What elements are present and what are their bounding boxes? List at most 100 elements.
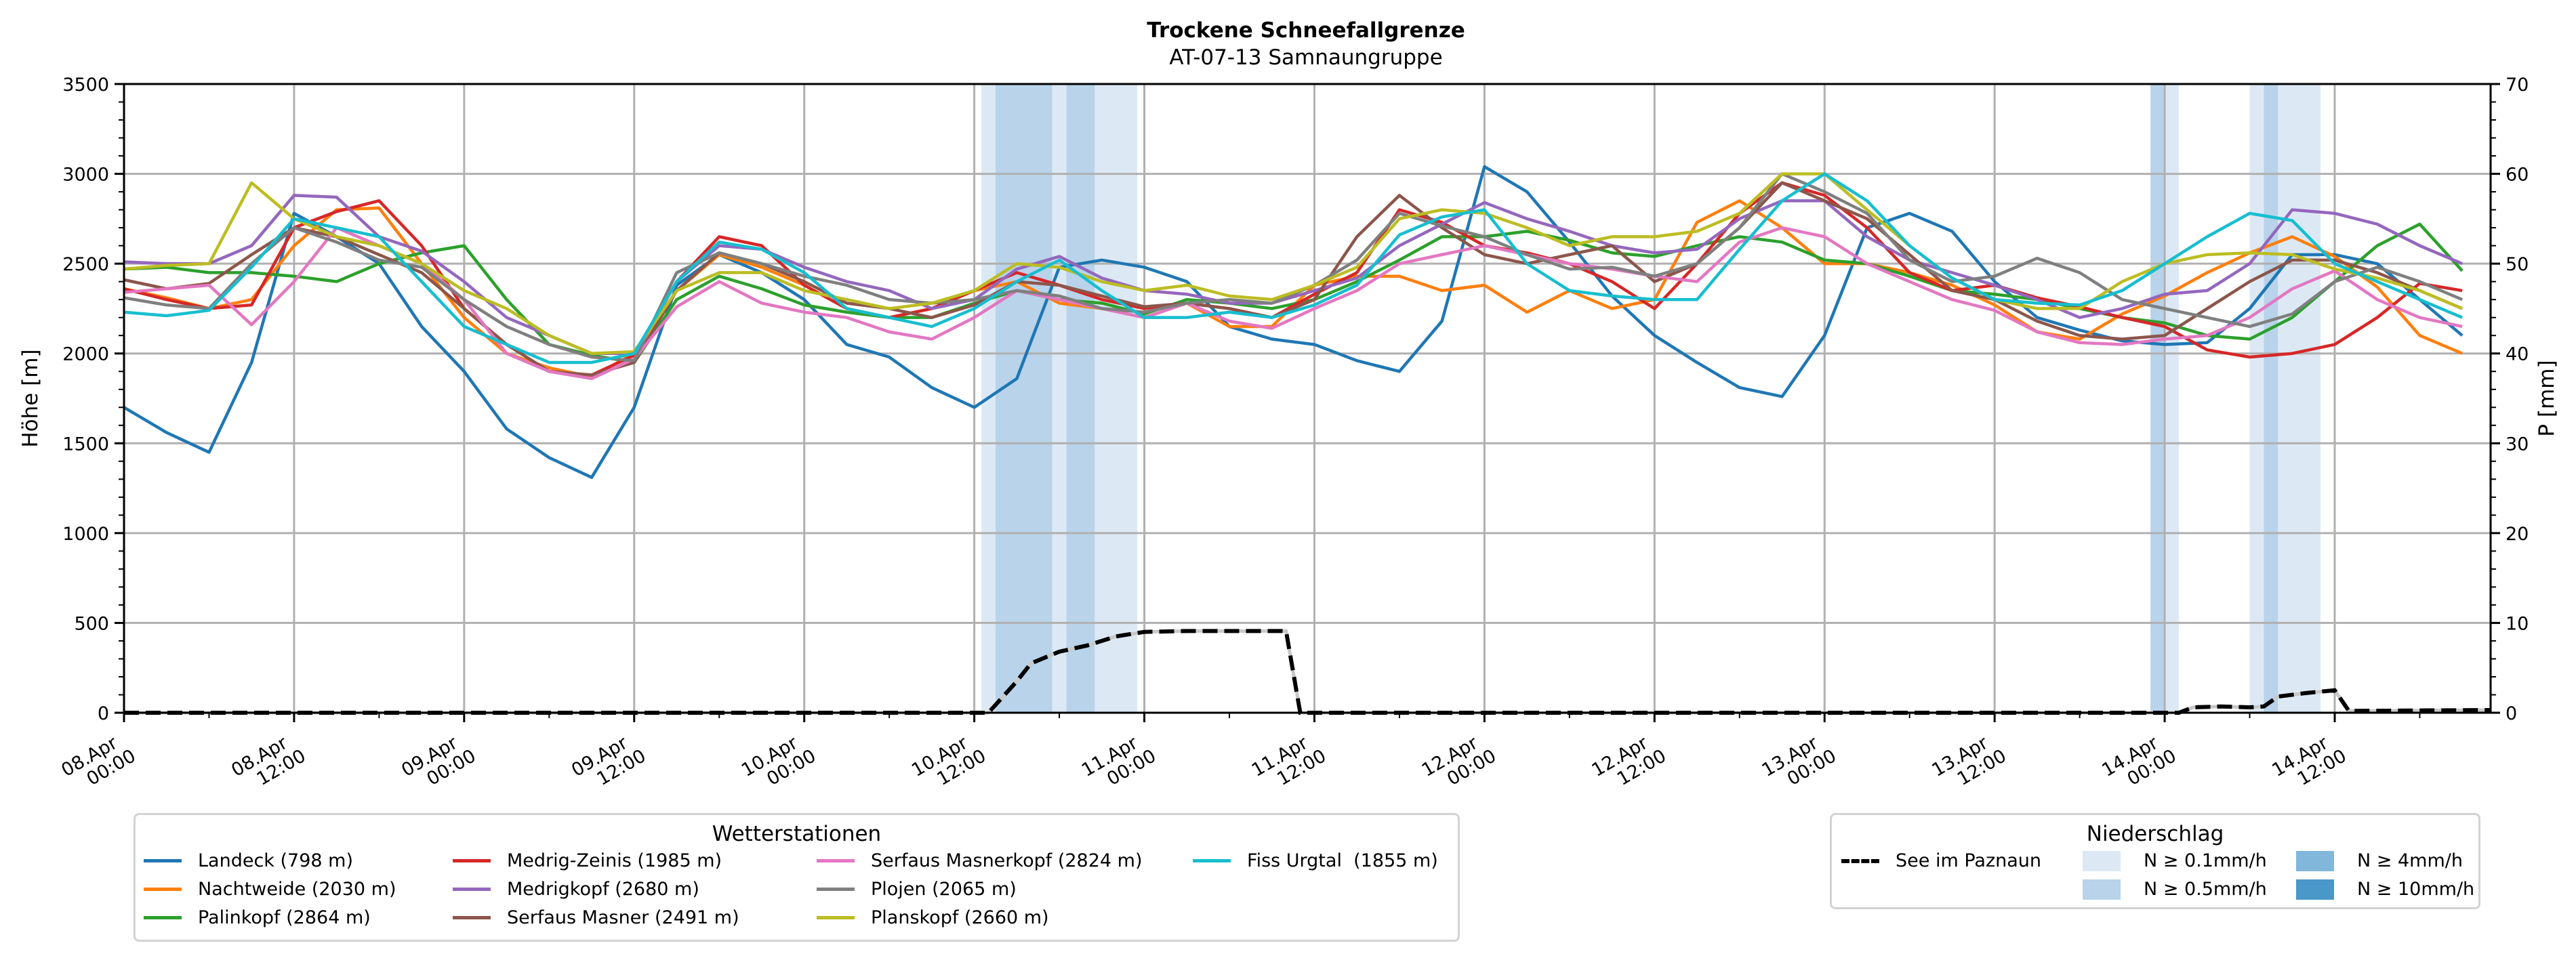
series-line-9 xyxy=(123,172,2463,365)
y-tick-label: 3000 xyxy=(62,165,109,186)
legend-label: N ≥ 4mm/h xyxy=(2357,850,2463,871)
legend-item-precip-class: N ≥ 0.1mm/h xyxy=(2083,850,2267,871)
chart-title: Trockene Schneefallgrenze xyxy=(1147,18,1465,43)
chart-subtitle: AT-07-13 Samnaungruppe xyxy=(1169,45,1442,70)
line-swatch xyxy=(817,859,855,862)
y-tick-label: 2500 xyxy=(62,254,109,275)
series-line-3 xyxy=(123,181,2463,377)
precip-legend-title: Niederschlag xyxy=(2086,822,2224,846)
legend-label: Landeck (798 m) xyxy=(198,850,353,871)
legend-item-station: Planskopf (2660 m) xyxy=(817,907,1049,928)
y-right-tick-label: 0 xyxy=(2506,703,2517,724)
y-tick-label: 1000 xyxy=(62,524,109,545)
legend-item-precip-class: N ≥ 0.5mm/h xyxy=(2083,879,2267,900)
legend-item-station: Plojen (2065 m) xyxy=(817,879,1017,900)
series-line-4 xyxy=(123,194,2463,355)
y-right-tick-label: 70 xyxy=(2506,75,2529,96)
dashed-line-swatch xyxy=(1841,858,1879,863)
legend-label: N ≥ 0.1mm/h xyxy=(2144,850,2267,871)
precip-band xyxy=(1066,84,1095,713)
legend-item-station: Medrig-Zeinis (1985 m) xyxy=(453,850,722,871)
stations-legend: Wetterstationen Landeck (798 m) Nachtweid… xyxy=(134,813,1460,942)
y-axis-label: Höhe [m] xyxy=(18,349,43,447)
legend-label: Fiss Urgtal (1855 m) xyxy=(1247,850,1438,871)
stations-legend-title: Wetterstationen xyxy=(712,822,882,846)
series-line-7 xyxy=(123,172,2463,362)
legend-item-station: Landeck (798 m) xyxy=(144,850,353,871)
y-right-tick-label: 30 xyxy=(2506,434,2529,455)
color-swatch xyxy=(2296,879,2334,900)
legend-item-station: Serfaus Masner (2491 m) xyxy=(453,907,739,928)
y-right-tick-label: 20 xyxy=(2506,524,2529,545)
legend-label: N ≥ 0.5mm/h xyxy=(2144,879,2267,900)
color-swatch xyxy=(2296,850,2334,871)
legend-item-see-im-paznaun: See im Paznaun xyxy=(1841,850,2041,871)
legend-label: Medrig-Zeinis (1985 m) xyxy=(507,850,722,871)
legend-label: Plojen (2065 m) xyxy=(871,879,1017,900)
y-tick-label: 2000 xyxy=(62,344,109,365)
series-line-6 xyxy=(123,226,2463,381)
see-im-paznaun-line-bg xyxy=(124,629,2491,715)
y-right-tick-label: 60 xyxy=(2506,165,2529,186)
color-swatch xyxy=(2083,850,2121,871)
legend-item-station: Nachtweide (2030 m) xyxy=(144,879,396,900)
legend-item-station: Palinkopf (2864 m) xyxy=(144,907,371,928)
see-im-paznaun-line xyxy=(124,629,2491,715)
line-swatch xyxy=(144,859,182,862)
line-swatch xyxy=(817,888,855,891)
y-tick-label: 1500 xyxy=(62,434,109,455)
line-swatch xyxy=(453,859,491,862)
line-swatch xyxy=(453,916,491,919)
grid xyxy=(123,83,2491,714)
precip-band xyxy=(2249,84,2264,713)
legend-item-precip-class: N ≥ 4mm/h xyxy=(2296,850,2463,871)
precip-band xyxy=(2150,84,2165,713)
series-line-5 xyxy=(123,181,2463,377)
legend-item-precip-class: N ≥ 10mm/h xyxy=(2296,879,2474,900)
legend-item-station: Fiss Urgtal (1855 m) xyxy=(1193,850,1438,871)
y-right-tick-label: 40 xyxy=(2506,344,2529,365)
y-tick-label: 500 xyxy=(74,613,109,634)
legend-item-station: Serfaus Masnerkopf (2824 m) xyxy=(817,850,1142,871)
precipitation-line-layer xyxy=(124,629,2491,715)
precip-legend: Niederschlag See im Paznaun N ≥ 0.1mm/h N… xyxy=(1830,813,2480,909)
precipitation-bands xyxy=(981,84,2321,713)
series-line-0 xyxy=(123,165,2463,479)
precip-band xyxy=(995,84,1052,713)
line-swatch xyxy=(453,888,491,891)
legend-label: N ≥ 10mm/h xyxy=(2357,879,2475,900)
precip-band xyxy=(1095,84,1138,713)
legend-label: Serfaus Masner (2491 m) xyxy=(507,907,739,928)
series-layer xyxy=(123,165,2463,479)
y-right-tick-label: 10 xyxy=(2506,613,2529,634)
line-swatch xyxy=(817,916,855,919)
legend-label: Nachtweide (2030 m) xyxy=(198,879,396,900)
line-swatch xyxy=(1193,859,1231,862)
series-line-8 xyxy=(123,172,2463,355)
legend-label: Palinkopf (2864 m) xyxy=(198,907,371,928)
line-swatch xyxy=(144,916,182,919)
legend-label: Planskopf (2660 m) xyxy=(871,907,1049,928)
legend-label: Serfaus Masnerkopf (2824 m) xyxy=(871,850,1143,871)
legend-label: See im Paznaun xyxy=(1896,850,2041,871)
legend-label: Medrigkopf (2680 m) xyxy=(507,879,699,900)
color-swatch xyxy=(2083,879,2121,900)
y-right-tick-label: 50 xyxy=(2506,254,2529,275)
precip-band xyxy=(2165,84,2179,713)
precip-band xyxy=(1052,84,1067,713)
plot-frame xyxy=(123,83,2492,714)
